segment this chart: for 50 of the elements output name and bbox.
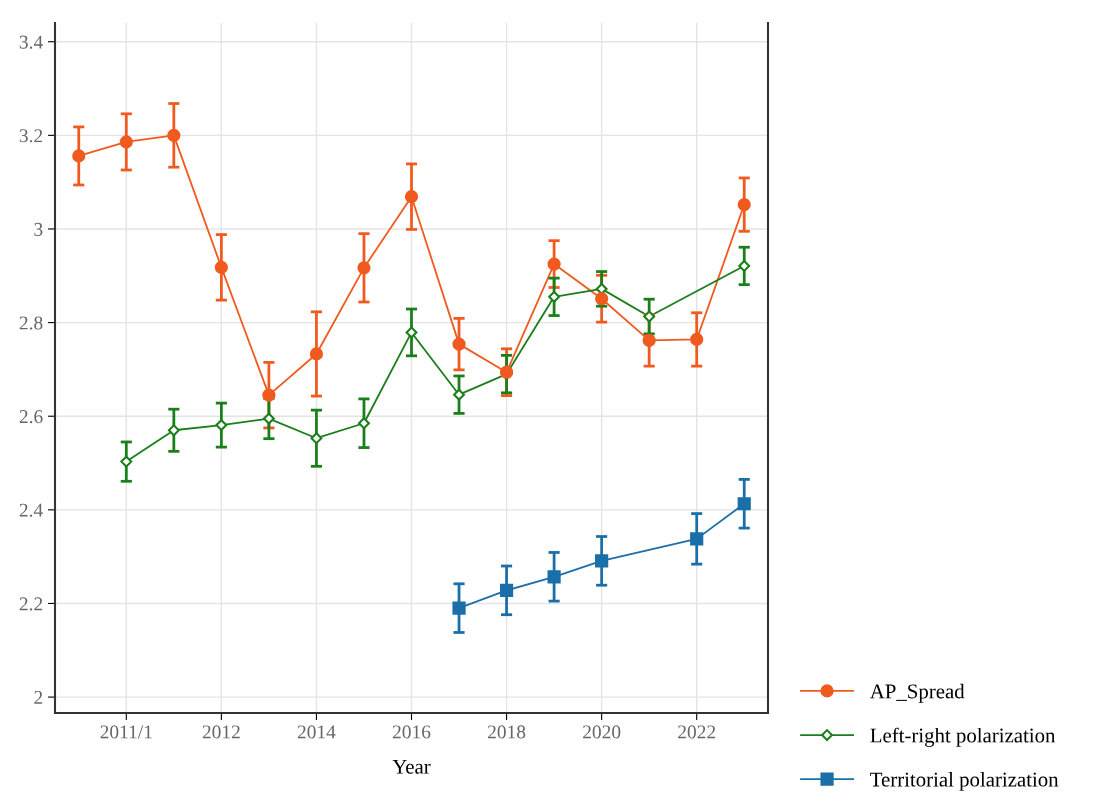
x-tick-label: 2011/1: [100, 725, 152, 739]
point: [643, 310, 656, 323]
x-axis-title: Year: [392, 759, 431, 774]
point: [215, 419, 228, 432]
point: [642, 333, 656, 347]
point: [737, 198, 751, 212]
x-tick-label: 2012: [202, 725, 240, 739]
point: [690, 332, 704, 347]
point: [167, 424, 180, 437]
x-tick-label: 2020: [583, 725, 621, 739]
point: [547, 570, 561, 584]
point: [72, 149, 86, 163]
point: [690, 532, 704, 546]
point: [595, 292, 609, 306]
x-tick-label: 2016: [392, 725, 431, 739]
y-tick-label: 3.4: [19, 35, 43, 49]
legend-label: Territorial polarization: [870, 771, 1059, 791]
y-tick-label: 2.4: [19, 503, 43, 517]
point: [737, 497, 751, 511]
point: [452, 337, 466, 351]
y-tick-label: 2.2: [19, 597, 43, 611]
point: [404, 190, 419, 204]
point: [405, 326, 418, 339]
point: [595, 554, 609, 568]
y-tick-label: 3.2: [19, 129, 43, 143]
point: [262, 388, 276, 402]
point: [214, 260, 228, 274]
point: [167, 128, 181, 142]
y-tick-label: 2.8: [19, 316, 43, 330]
point: [738, 260, 751, 272]
x-tick-label: 2014: [297, 725, 336, 739]
point: [120, 455, 133, 468]
point: [119, 135, 133, 149]
legend-label: AP_Spread: [869, 683, 965, 703]
x-tick-label: 2018: [487, 725, 526, 739]
point: [262, 412, 275, 425]
point: [309, 347, 324, 361]
y-tick-label: 3: [34, 222, 43, 236]
point: [310, 432, 323, 445]
y-tick-label: 2: [34, 690, 43, 704]
point: [547, 257, 561, 271]
legend-label: Left-right polarization: [870, 727, 1056, 747]
point: [358, 417, 370, 430]
y-tick-label: 2.6: [19, 410, 43, 424]
point: [499, 583, 514, 597]
point: [452, 601, 466, 615]
point: [548, 290, 561, 303]
x-tick-label: 2022: [678, 725, 716, 739]
point: [357, 261, 371, 275]
point: [453, 388, 465, 401]
